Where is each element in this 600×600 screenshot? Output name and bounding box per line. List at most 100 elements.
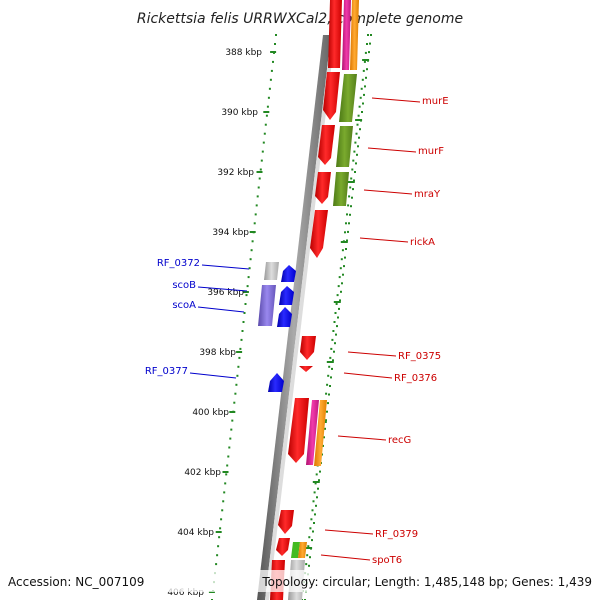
forward-gene-murE[interactable] [323,72,357,122]
reverse-gene-RF_0377[interactable] [268,373,284,392]
track-dot [327,374,330,377]
forward-gene-RF_0375[interactable] [300,336,316,360]
track-dot [233,401,236,404]
forward-gene-recG[interactable] [288,398,327,466]
gene-label-recG[interactable]: recG [388,435,411,446]
track-dot [337,285,340,288]
forward-gene-spoT6[interactable] [276,538,307,558]
track-dot [235,383,238,386]
reverse-gene-scoA[interactable] [258,285,292,327]
track-dot [361,78,364,81]
track-dot [336,325,338,328]
track-dot [343,265,345,268]
track-dot [248,267,251,270]
gene-label-mraY[interactable]: mraY [414,189,441,200]
track-dot [355,162,357,165]
track-dot [228,446,231,449]
gene-label-rickA[interactable]: rickA [410,237,435,248]
track-dot [256,195,259,198]
track-dot [270,69,273,72]
track-dot [253,222,256,225]
forward-gene-mraY[interactable] [315,172,349,206]
track-dot [364,51,367,54]
track-dot [313,522,315,524]
tick-mark [362,59,370,61]
track-dot [344,231,346,234]
track-dot [221,509,224,512]
track-dot [325,392,328,395]
tick-labels: 388 kbp 390 kbp 392 kbp 394 kbp 396 kbp … [167,48,262,598]
gene-label-murE[interactable]: murE [422,96,449,107]
track-dot [354,141,357,144]
track-dot [346,213,348,216]
tick-label: 394 kbp [212,228,249,238]
forward-gene-labels [320,97,421,561]
track-dot [258,177,261,180]
track-dot [275,34,277,36]
track-dot [348,222,350,225]
forward-gene-RF_0379[interactable] [278,510,294,534]
track-dot [305,563,308,566]
track-dot [350,205,352,208]
forward-gene-RF_0376[interactable] [299,366,313,372]
track-dot [332,359,334,362]
track-dot [341,282,343,285]
reverse-gene-scoB[interactable] [279,286,294,305]
track-dot [363,60,366,63]
track-dot [311,539,313,542]
track-dot [220,518,223,521]
gene-label-spoT6[interactable]: spoT6 [372,555,402,566]
track-dot [328,393,330,396]
gene-label-murF[interactable]: murF [418,146,444,157]
track-dot [335,333,337,336]
forward-gene-rickA[interactable] [310,210,328,258]
tick-mark [270,51,277,53]
track-dot [332,330,335,332]
track-dot [340,258,343,261]
track-dot [251,240,254,243]
track-dot [334,312,337,314]
gene-label-RF_0379[interactable]: RF_0379 [375,529,418,540]
tick-label: 390 kbp [221,108,258,118]
track-dot [229,437,232,440]
forward-gene-murF[interactable] [318,125,353,167]
track-dot [263,132,266,135]
track-dot [328,365,331,368]
track-dot [361,111,363,113]
tick-label: 392 kbp [217,168,254,178]
track-dot [225,473,228,476]
track-dot [246,285,249,288]
track-dot [311,509,314,512]
gene-label-scoB[interactable]: scoB [172,280,196,291]
tick-label: 398 kbp [199,348,236,358]
track-dot [356,123,359,126]
track-dot [359,128,361,131]
reverse-gene-RF_0372[interactable] [264,262,296,282]
track-dot [242,321,245,323]
track-dot [329,385,331,387]
track-dot [314,482,317,485]
track-dot [230,428,233,431]
track-dot [357,145,359,148]
track-dot [349,213,351,216]
gene-label-scoA[interactable]: scoA [172,300,196,311]
track-dot [215,563,218,566]
track-dot [331,338,334,341]
track-dot [313,491,316,494]
track-dot [358,105,361,108]
track-dot [356,153,358,156]
gene-label-RF_0377[interactable]: RF_0377 [145,366,188,377]
track-dot [239,347,242,350]
gene-label-RF_0375[interactable]: RF_0375 [398,351,441,362]
tick-mark [347,181,355,183]
track-dot [349,186,352,189]
track-dot [326,383,329,386]
track-dot [240,338,243,341]
tick-label: 402 kbp [184,468,221,478]
tick-mark [222,471,229,473]
gene-label-RF_0372[interactable]: RF_0372 [157,258,200,269]
track-dot [352,188,354,191]
track-dot [366,68,368,71]
track-dot [348,195,351,198]
gene-label-RF_0376[interactable]: RF_0376 [394,373,437,384]
